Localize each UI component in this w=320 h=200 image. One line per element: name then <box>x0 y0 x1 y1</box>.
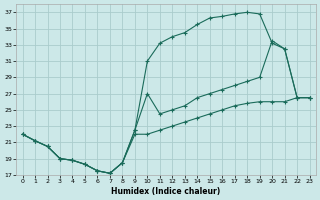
X-axis label: Humidex (Indice chaleur): Humidex (Indice chaleur) <box>111 187 221 196</box>
